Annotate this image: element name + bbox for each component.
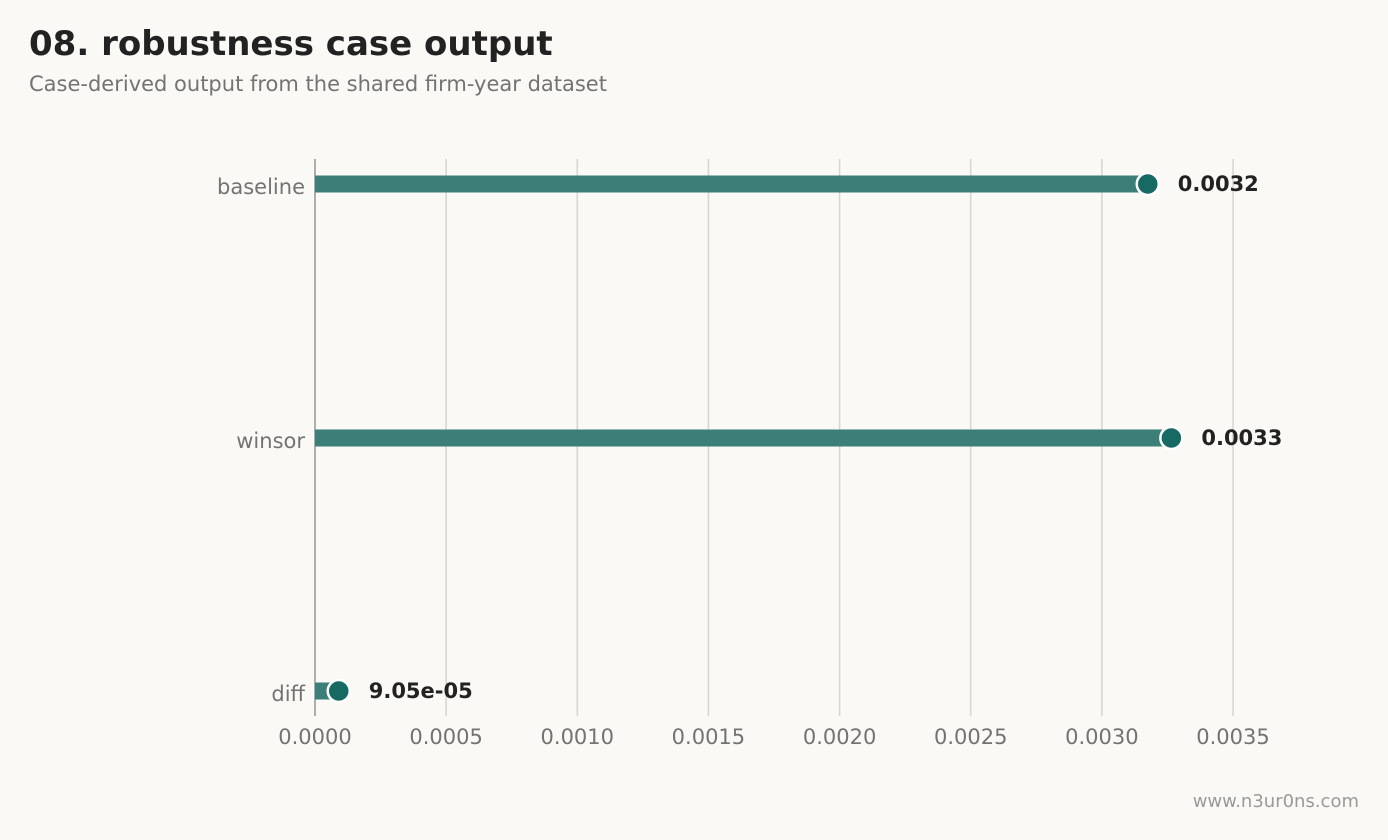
x-tick-label: 0.0005 <box>409 725 482 749</box>
bar <box>315 429 1172 447</box>
x-tick-label: 0.0015 <box>672 725 745 749</box>
data-label: 9.05e-05 <box>369 679 473 703</box>
x-tick-label: 0.0035 <box>1196 725 1269 749</box>
chart-title: 08. robustness case output <box>29 24 553 64</box>
bar-end-dot <box>1135 171 1161 197</box>
bar-end-dot <box>1159 425 1184 451</box>
category-label: diff <box>271 682 305 706</box>
chart-subtitle: Case-derived output from the shared firm… <box>29 72 607 96</box>
data-label: 0.0033 <box>1201 426 1282 450</box>
x-tick-label: 0.0030 <box>1065 725 1138 749</box>
category-label: baseline <box>217 175 305 199</box>
category-label: winsor <box>236 429 305 453</box>
bar-end-dot <box>326 678 351 704</box>
x-tick-label: 0.0000 <box>278 725 351 749</box>
bar <box>315 175 1148 193</box>
x-tick-label: 0.0025 <box>934 725 1007 749</box>
x-tick-label: 0.0020 <box>803 725 876 749</box>
data-label: 0.0032 <box>1178 172 1259 196</box>
footer-credit: www.n3ur0ns.com <box>1192 791 1359 812</box>
x-tick-label: 0.0010 <box>541 725 614 749</box>
